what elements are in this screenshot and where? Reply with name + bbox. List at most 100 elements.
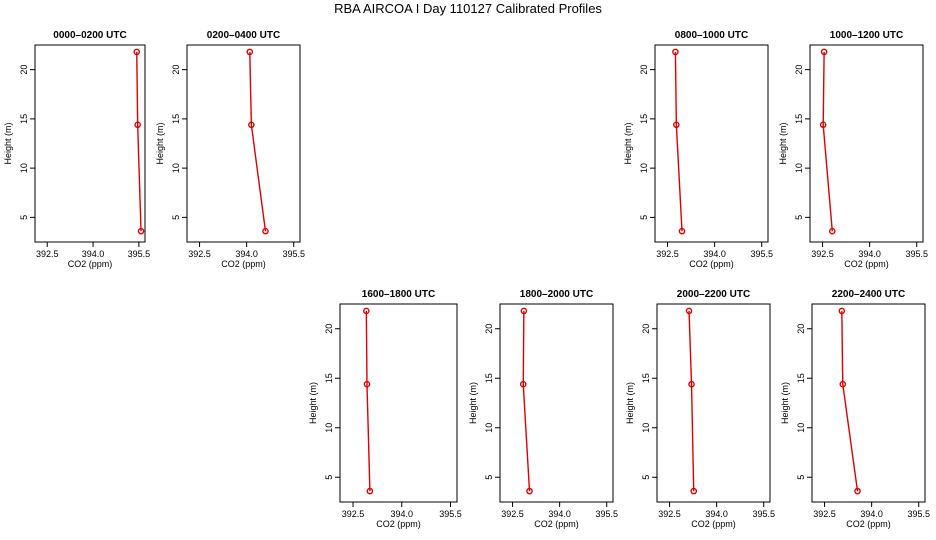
x-tick-label: 395.5: [128, 249, 151, 259]
y-tick-label: 10: [484, 423, 494, 433]
y-tick-label: 15: [324, 373, 334, 383]
x-tick-label: 394.0: [82, 249, 105, 259]
y-tick-label: 5: [641, 475, 651, 480]
x-tick-label: 394.0: [390, 509, 413, 519]
x-tick-label: 392.5: [656, 249, 679, 259]
profile-panel: 1000–1200 UTC 392.5 394.0 395.5 5 10 15 20 CO2 (…: [778, 30, 928, 269]
profile-panel: 2000–2200 UTC 392.5 394.0 395.5 5 10 15 20 CO2 (…: [625, 289, 775, 529]
data-point: [819, 121, 827, 129]
x-tick-label: 392.5: [188, 249, 211, 259]
x-tick-label: 394.0: [858, 249, 881, 259]
y-tick-label: 5: [19, 215, 29, 220]
x-tick-label: 394.0: [705, 509, 728, 519]
profile-panel: 0800–1000 UTC 392.5 394.0 395.5 5 10 15 20 CO2 (…: [623, 30, 773, 269]
y-tick-label: 15: [796, 373, 806, 383]
profile-line: [136, 51, 142, 232]
x-tick-label: 392.5: [658, 509, 681, 519]
x-tick-label: 392.5: [342, 509, 365, 519]
y-axis-label: Height (m): [155, 122, 165, 164]
x-tick-label: 395.5: [907, 509, 930, 519]
x-tick-label: 394.0: [860, 509, 883, 519]
y-tick-label: 20: [19, 65, 29, 75]
y-tick-label: 10: [171, 163, 181, 173]
data-point: [262, 227, 269, 235]
y-tick-label: 20: [324, 324, 334, 334]
profile-line: [249, 51, 267, 232]
data-point: [828, 227, 836, 235]
data-point: [137, 227, 145, 235]
data-point: [363, 380, 371, 388]
y-axis-label: Height (m): [308, 382, 318, 424]
x-tick-label: 395.5: [282, 249, 305, 259]
x-tick-label: 395.5: [439, 509, 462, 519]
profile-line: [841, 310, 859, 492]
y-tick-label: 20: [484, 324, 494, 334]
plot-frame: [656, 303, 771, 503]
data-point: [854, 487, 861, 495]
data-point: [520, 307, 528, 315]
y-axis-label: Height (m): [778, 122, 788, 164]
panel-title: 1800–2000 UTC: [520, 289, 593, 300]
y-axis-label: Height (m): [625, 382, 635, 424]
x-axis-label: CO2 (ppm): [376, 519, 421, 529]
panel-title: 2200–2400 UTC: [832, 289, 905, 300]
x-tick-label: 394.0: [703, 249, 726, 259]
y-tick-label: 15: [641, 373, 651, 383]
x-tick-label: 392.5: [36, 249, 59, 259]
y-tick-label: 10: [19, 163, 29, 173]
x-tick-label: 395.5: [595, 509, 618, 519]
data-point: [363, 307, 370, 315]
y-tick-label: 15: [19, 114, 29, 124]
data-point: [526, 487, 533, 495]
x-tick-label: 392.5: [813, 509, 836, 519]
y-tick-label: 10: [639, 163, 649, 173]
y-tick-label: 5: [484, 475, 494, 480]
x-axis-label: CO2 (ppm): [534, 519, 579, 529]
data-point: [366, 487, 374, 495]
profile-panel: 1600–1800 UTC 392.5 394.0 395.5 5 10 15 20 CO2 (…: [308, 289, 462, 529]
y-tick-label: 5: [794, 215, 804, 220]
y-tick-label: 20: [794, 65, 804, 75]
y-tick-label: 20: [641, 324, 651, 334]
x-axis-label: CO2 (ppm): [844, 259, 889, 269]
y-tick-label: 10: [324, 423, 334, 433]
data-point: [246, 48, 254, 56]
data-point: [820, 48, 828, 56]
profile-panel: 0000–0200 UTC 392.5 394.0 395.5 5 10 15 20 CO2 (…: [3, 30, 150, 269]
y-axis-label: Height (m): [468, 382, 478, 424]
panel-title: 2000–2200 UTC: [677, 289, 750, 300]
data-point: [688, 380, 695, 388]
y-tick-label: 5: [796, 475, 806, 480]
panel-title: 1600–1800 UTC: [362, 289, 435, 300]
profile-line: [365, 310, 371, 492]
y-tick-label: 15: [484, 373, 494, 383]
panel-title: 1000–1200 UTC: [830, 30, 903, 41]
profile-line: [674, 51, 683, 232]
plot-frame: [34, 44, 146, 243]
plot-frame: [809, 44, 924, 243]
panel-title: 0000–0200 UTC: [53, 30, 126, 41]
y-tick-label: 10: [796, 423, 806, 433]
x-tick-label: 392.5: [501, 509, 524, 519]
x-tick-label: 394.0: [548, 509, 571, 519]
x-axis-label: CO2 (ppm): [221, 259, 266, 269]
data-point: [133, 48, 141, 56]
data-point: [673, 121, 680, 129]
x-axis-label: CO2 (ppm): [68, 259, 113, 269]
y-tick-label: 5: [171, 215, 181, 220]
x-tick-label: 392.5: [811, 249, 834, 259]
x-axis-label: CO2 (ppm): [846, 519, 891, 529]
y-tick-label: 15: [639, 114, 649, 124]
profile-line: [822, 51, 833, 232]
y-tick-label: 10: [794, 163, 804, 173]
y-tick-label: 20: [171, 65, 181, 75]
y-tick-label: 5: [324, 475, 334, 480]
x-tick-label: 395.5: [750, 249, 773, 259]
data-point: [685, 307, 693, 315]
profile-line: [522, 310, 531, 492]
data-point: [838, 307, 846, 315]
profile-line: [688, 310, 695, 492]
data-point: [690, 487, 698, 495]
plot-frame: [654, 44, 769, 243]
